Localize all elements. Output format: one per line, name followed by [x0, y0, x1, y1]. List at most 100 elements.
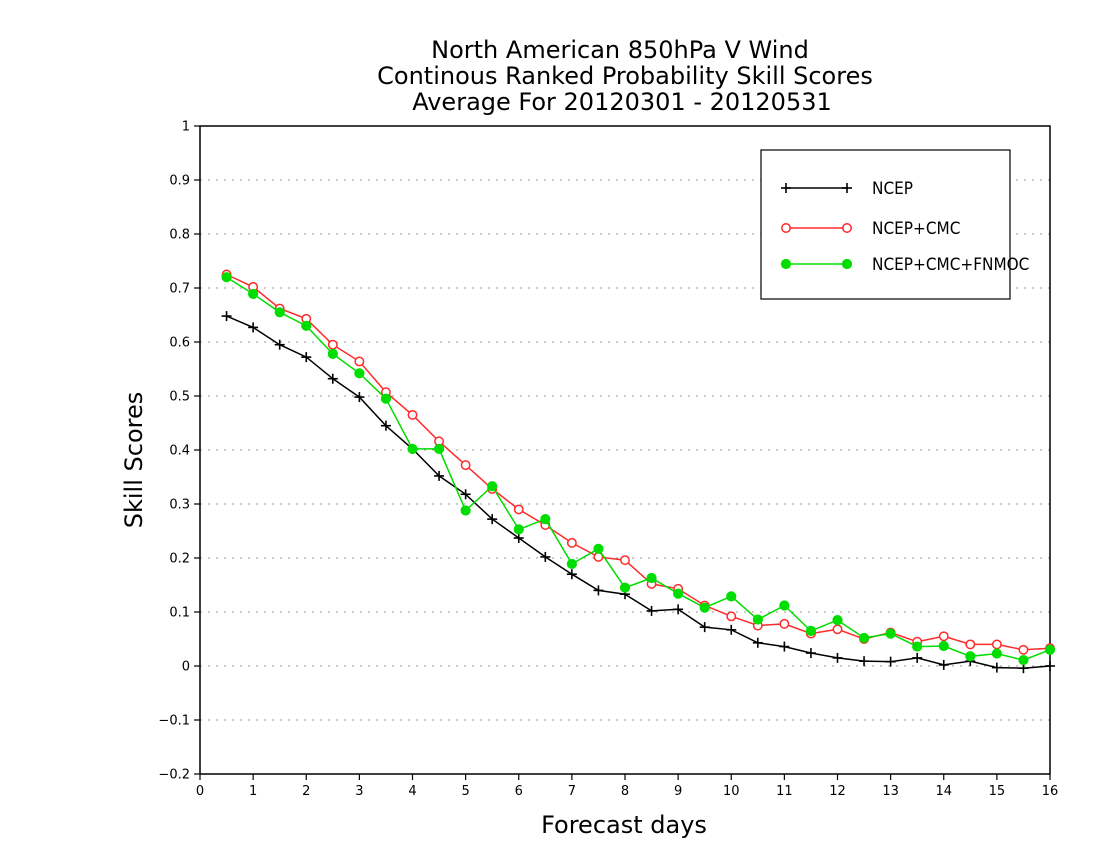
data-point-ncep-cmc-fnmoc: [327, 348, 338, 359]
x-tick-label: 11: [776, 784, 793, 799]
data-point-ncep-cmc-fnmoc: [885, 628, 896, 639]
data-point-ncep: [673, 604, 684, 615]
legend-marker-ncep-cmc-fnmoc: [841, 258, 853, 270]
x-axis-label: Forecast days: [541, 811, 707, 839]
y-tick-label: 0.4: [169, 444, 190, 459]
x-tick-label: 8: [621, 784, 629, 799]
data-point-ncep-cmc: [566, 537, 577, 548]
legend-marker-ncep-cmc-fnmoc: [780, 258, 792, 270]
y-tick-label: 1: [182, 120, 190, 135]
data-point-ncep-cmc: [938, 631, 949, 642]
data-point-ncep: [221, 311, 232, 322]
data-point-ncep: [646, 605, 657, 616]
legend: NCEP NCEP+CMC NCEP+CMC+FNMOC: [760, 149, 1029, 300]
legend-marker-ncep: [842, 183, 852, 193]
data-point-ncep: [301, 352, 312, 363]
data-point-ncep: [460, 489, 471, 500]
data-point-ncep-cmc-fnmoc: [566, 558, 577, 570]
x-tick-label: 14: [935, 784, 952, 799]
data-point-ncep: [248, 322, 259, 333]
data-point-ncep: [487, 514, 498, 525]
data-point-ncep-cmc-fnmoc: [858, 632, 870, 644]
data-point-ncep-cmc: [513, 504, 524, 515]
data-point-ncep-cmc-fnmoc: [752, 614, 763, 625]
data-point-ncep: [938, 659, 949, 670]
data-point-ncep-cmc-fnmoc: [938, 640, 949, 652]
y-tick-label: 0.6: [169, 336, 190, 351]
data-point-ncep: [434, 470, 445, 481]
data-point-ncep: [513, 533, 524, 544]
series-ncep-cmc: [221, 269, 1055, 655]
y-tick-label: 0.2: [169, 552, 190, 567]
series-ncep-cmc-fnmoc: [221, 272, 1056, 666]
title-line-1: North American 850hPa V Wind: [431, 36, 809, 64]
series-line-ncep-cmc: [226, 273, 1051, 651]
series-line-ncep: [226, 315, 1051, 669]
data-point-ncep-cmc-fnmoc: [380, 393, 392, 404]
series-layer: [221, 269, 1056, 674]
data-point-ncep-cmc-fnmoc: [433, 443, 445, 455]
data-point-ncep-cmc-fnmoc: [991, 648, 1002, 659]
data-point-ncep-cmc-fnmoc: [354, 368, 365, 379]
x-tick-label: 5: [461, 784, 469, 799]
data-point-ncep-cmc-fnmoc: [221, 272, 232, 283]
legend-item-ncep: NCEP: [781, 179, 913, 199]
data-point-ncep-cmc: [407, 409, 418, 420]
data-point-ncep-cmc-fnmoc: [487, 481, 498, 492]
legend-box: [760, 149, 1011, 300]
data-point-ncep-cmc-fnmoc: [540, 514, 551, 525]
data-point-ncep-cmc-fnmoc: [832, 615, 843, 626]
data-point-ncep: [274, 339, 285, 350]
x-tick-label: 16: [1042, 784, 1059, 799]
legend-item-ncep-cmc-fnmoc: NCEP+CMC+FNMOC: [780, 255, 1029, 275]
data-point-ncep-cmc-fnmoc: [619, 582, 631, 593]
data-point-ncep-cmc-fnmoc: [726, 591, 737, 602]
y-tick-label: 0.3: [169, 498, 190, 513]
axis-ticks: −0.2−0.100.10.20.30.40.50.60.70.80.910 1 2…: [158, 120, 1058, 800]
data-point-ncep: [752, 637, 763, 648]
y-tick-label: 0.5: [169, 390, 190, 405]
x-tick-label: 1: [249, 784, 257, 799]
legend-item-ncep-cmc: NCEP+CMC: [781, 219, 960, 239]
y-tick-label: −0.1: [158, 714, 190, 729]
legend-marker-ncep-cmc: [842, 223, 852, 233]
chart-title: North American 850hPa V Wind Continous R…: [377, 36, 873, 116]
data-point-ncep: [354, 392, 365, 403]
data-point-ncep-cmc-fnmoc: [1044, 644, 1056, 655]
data-point-ncep: [726, 624, 737, 635]
data-point-ncep-cmc: [327, 339, 338, 350]
legend-items: NCEP NCEP+CMC NCEP+CMC+FNMOC: [780, 179, 1029, 275]
data-point-ncep-cmc-fnmoc: [460, 505, 471, 516]
y-tick-label: 0: [182, 660, 190, 675]
x-tick-label: 4: [408, 784, 416, 799]
legend-marker-ncep-cmc: [781, 223, 791, 233]
title-line-2: Continous Ranked Probability Skill Score…: [377, 62, 873, 90]
data-point-ncep-cmc: [460, 460, 471, 471]
data-point-ncep: [380, 420, 391, 431]
data-point-ncep: [1045, 661, 1055, 671]
x-tick-label: 7: [568, 784, 576, 799]
data-point-ncep-cmc: [832, 624, 843, 635]
data-point-ncep: [779, 641, 790, 652]
legend-label-ncep-cmc-fnmoc: NCEP+CMC+FNMOC: [872, 255, 1029, 275]
data-point-ncep-cmc-fnmoc: [912, 641, 923, 652]
data-point-ncep-cmc: [779, 618, 790, 629]
data-point-ncep-cmc: [991, 639, 1002, 650]
data-point-ncep: [699, 622, 710, 633]
data-point-ncep: [859, 656, 870, 667]
y-tick-label: 0.7: [169, 282, 190, 297]
x-tick-label: 3: [355, 784, 363, 799]
y-tick-label: 0.1: [169, 606, 190, 621]
data-point-ncep-cmc-fnmoc: [274, 307, 285, 318]
legend-label-ncep-cmc: NCEP+CMC: [872, 219, 960, 239]
data-point-ncep-cmc-fnmoc: [513, 524, 524, 535]
legend-marker-ncep: [781, 183, 791, 193]
data-point-ncep-cmc: [620, 555, 630, 566]
data-point-ncep: [566, 569, 577, 580]
x-tick-label: 10: [723, 784, 740, 799]
data-point-ncep-cmc-fnmoc: [248, 288, 259, 300]
data-point-ncep: [327, 373, 338, 384]
data-point-ncep-cmc: [726, 611, 737, 622]
data-point-ncep-cmc-fnmoc: [301, 320, 312, 331]
x-tick-label: 13: [882, 784, 899, 799]
